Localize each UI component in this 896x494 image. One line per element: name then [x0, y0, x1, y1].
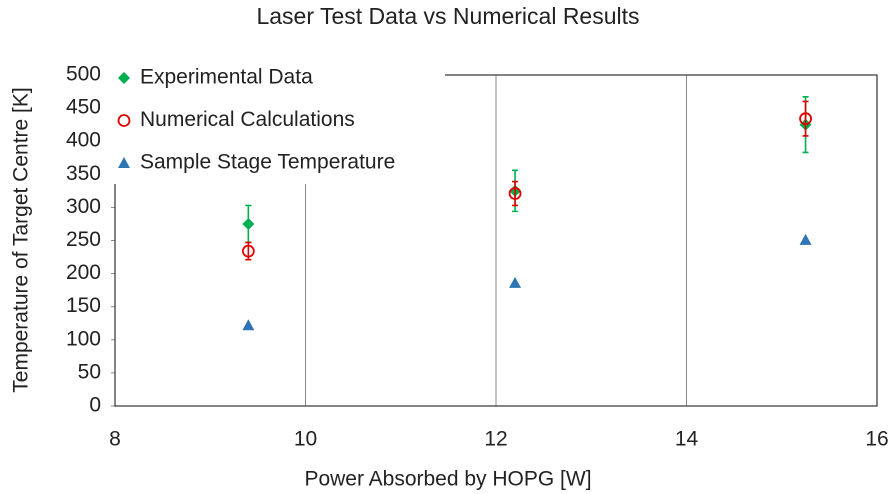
x-tick-label: 14	[675, 428, 699, 451]
error-bar	[512, 180, 519, 207]
point	[241, 244, 255, 258]
y-tick-label: 300	[66, 195, 101, 218]
chart-title: Laser Test Data vs Numerical Results	[256, 3, 639, 29]
legend-marker	[118, 72, 130, 84]
point	[509, 276, 522, 288]
point	[242, 319, 255, 331]
y-tick-label: 350	[66, 162, 101, 185]
y-tick-label: 500	[66, 63, 101, 86]
point	[799, 233, 812, 245]
x-axis-label: Power Absorbed by HOPG [W]	[304, 468, 591, 491]
y-tick-label: 0	[89, 394, 101, 417]
y-tick-label: 50	[78, 360, 101, 383]
legend-label: Numerical Calculations	[140, 108, 355, 131]
y-tick-label: 250	[66, 228, 101, 251]
x-tick-label: 16	[865, 428, 888, 451]
y-tick-label: 400	[66, 129, 101, 152]
x-tick-label: 10	[294, 428, 317, 451]
y-tick-label: 200	[66, 261, 101, 284]
legend-marker	[118, 157, 130, 168]
y-tick-label: 450	[66, 96, 101, 119]
x-tick-label: 12	[484, 428, 507, 451]
point	[242, 217, 255, 230]
x-tick-label: 8	[109, 428, 121, 451]
y-tick-label: 100	[66, 327, 101, 350]
legend-label: Sample Stage Temperature	[140, 151, 395, 174]
plot-frame	[114, 74, 878, 407]
y-tick-label: 150	[66, 294, 101, 317]
point	[799, 112, 812, 126]
legend-box	[100, 58, 445, 184]
error-bar	[802, 100, 809, 137]
point	[508, 187, 522, 200]
y-axis-label: Temperature of Target Centre [K]	[10, 87, 33, 392]
legend-marker	[117, 114, 131, 127]
legend-label: Experimental Data	[140, 66, 313, 89]
